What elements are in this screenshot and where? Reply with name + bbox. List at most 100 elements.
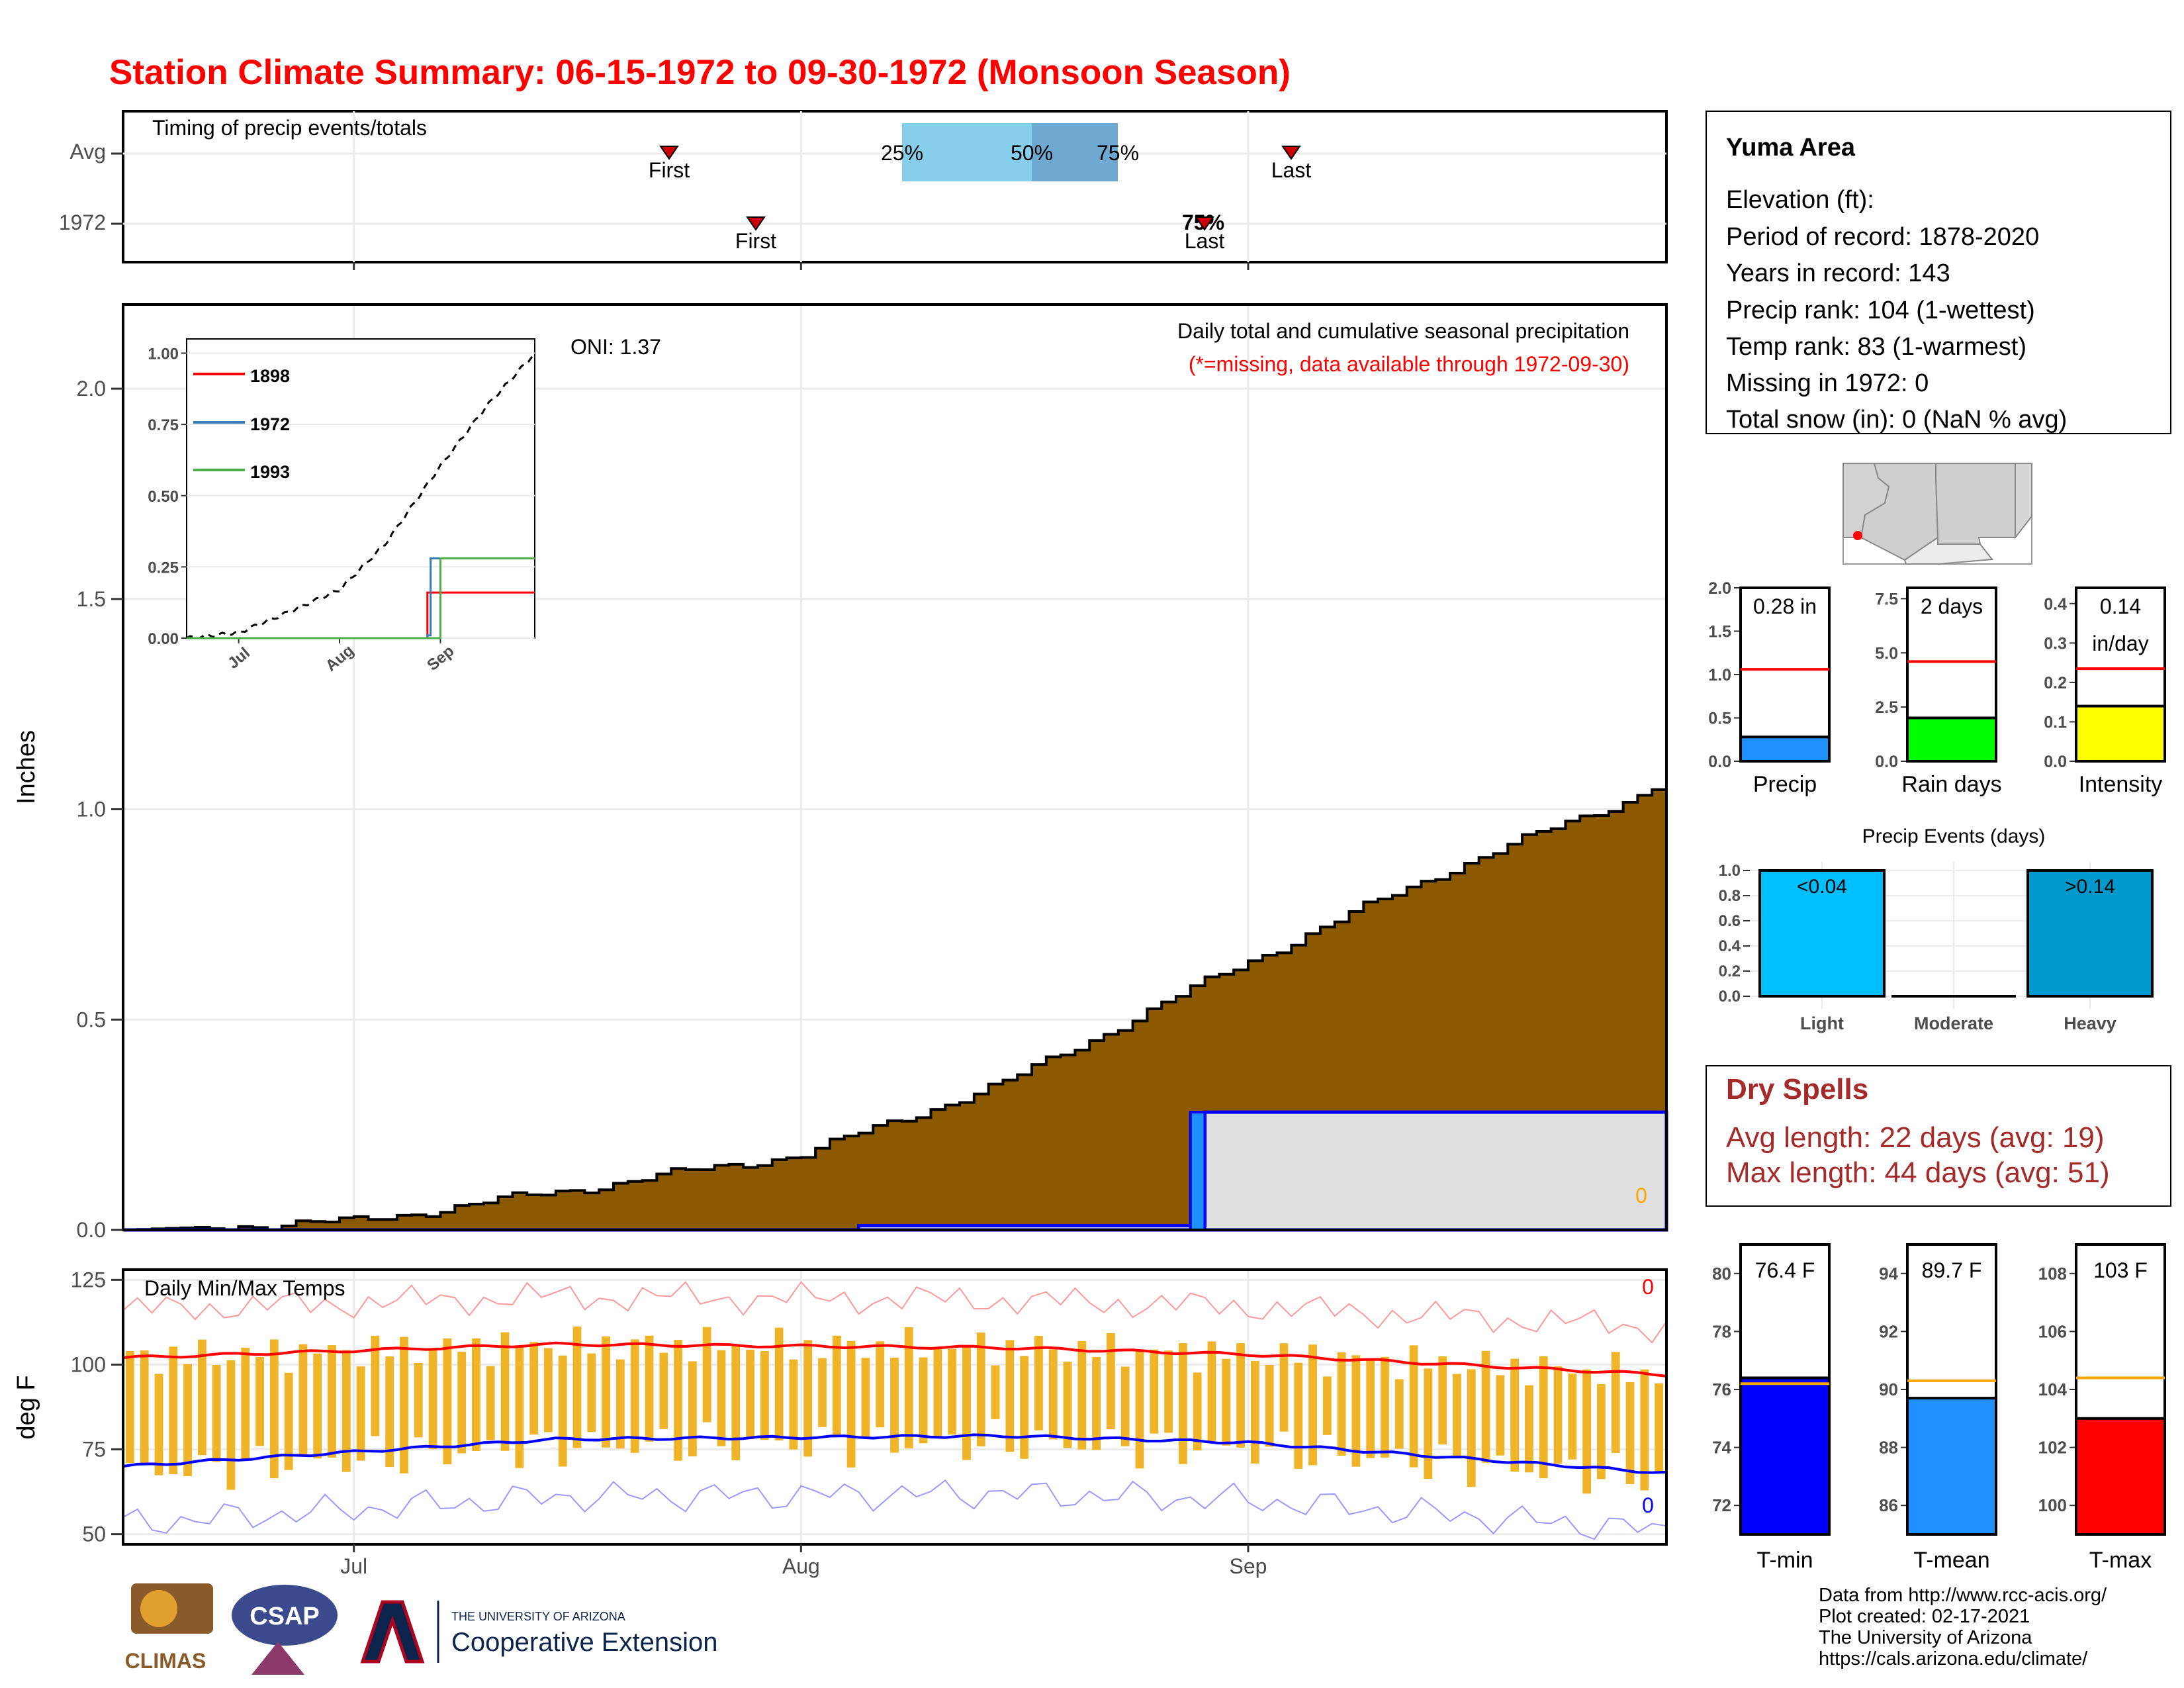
dry-spells-avg: Avg length: 22 days (avg: 19) [1726,1121,2105,1154]
station-line-elevation: Elevation (ft): [1726,186,1874,214]
temp-bar-0-value [1739,1376,1831,1536]
mini-bar-2-tick-label-2: 0.2 [2044,674,2067,692]
inset-avg-dashed-line [186,351,536,639]
max-missing-count: 0 [1642,1275,1654,1299]
logos: CLIMAS CSAP THE UNIVERSITY OF ARIZONA Co… [125,1583,717,1675]
temp-panel-frame [122,1268,1668,1546]
temp-label: Daily Min/Max Temps [144,1276,345,1300]
avg-last-label: Last [1271,158,1312,182]
inset-frame [186,338,535,639]
events-ytick-label-2: 0.4 [1719,937,1741,955]
daily-temp-range-bar [572,1326,582,1448]
daily-temp-range-bar [616,1359,625,1449]
daily-temp-range-bar [731,1346,741,1460]
ua-big-text: Cooperative Extension [451,1628,717,1657]
timing-row-1972: 1972 [59,211,106,234]
mini-bar-2-label: Intensity [2079,772,2163,797]
temp-bar-0-tick-label-0: 72 [1712,1495,1731,1515]
mini-bar-0-value-label: 0.28 in [1753,594,1817,618]
temp-ylabel: deg F [13,1375,40,1439]
xaxis-tick-label-0: Jul [340,1554,367,1578]
precip-ytick-label-0: 0.0 [77,1218,106,1242]
daily-temp-range-bar [169,1346,178,1475]
timing-panel-frame [122,110,1668,263]
temp-bar-0-tick-label-3: 78 [1712,1321,1731,1341]
climas-logo-text: CLIMAS [125,1649,206,1673]
station-location-dot [1853,531,1862,540]
footer-data-source: Data from http://www.rcc-acis.org/ [1819,1585,2107,1606]
ua-a-mark [360,1600,425,1664]
map-mexico [1903,536,1993,565]
daily-temp-range-bar [529,1342,539,1435]
temp-bar-0-label: T-min [1757,1548,1813,1573]
daily-temp-range-bar [1077,1340,1087,1450]
mini-bar-2-tick-label-1: 0.1 [2044,713,2067,731]
pct-75-label: 75% [1097,141,1139,165]
mini-bar-1-tick-label-2: 5.0 [1875,644,1898,663]
daily-temp-range-bar [991,1365,1000,1419]
daily-temp-range-bar [400,1336,408,1474]
avg-last-marker [1281,146,1301,160]
events-bar-label-0: <0.04 [1797,876,1847,898]
ua-logo: THE UNIVERSITY OF ARIZONA Cooperative Ex… [360,1600,717,1664]
inset-ytick-label-0: 0.00 [148,630,179,648]
precip-ylabel: Inches [13,730,40,804]
daily-temp-range-bar [919,1357,928,1444]
daily-temp-range-bar [1265,1364,1274,1447]
temp-bar-1-tick-label-2: 90 [1879,1380,1898,1399]
precip-events-chart: Precip Events (days) 0.0 0.2 0.4 0.6 0.8 1.0 <… [1719,825,2154,1033]
figure-title: Station Climate Summary: 06-15-1972 to 0… [109,53,1291,92]
temp-bar-1-label: T-mean [1913,1548,1989,1573]
temp-bar-chart-0: 72 74 76 78 80 76.4 F T-min [1712,1243,1831,1573]
events-ytick-label-3: 0.6 [1719,912,1741,930]
inset-legend-1993: 1993 [250,462,290,482]
daily-temp-range-bar [1510,1358,1520,1472]
temp-bar-2-tick-label-1: 102 [2038,1438,2067,1458]
daily-temp-range-bar [602,1336,611,1448]
xaxis-tick-label-1: Aug [782,1554,820,1578]
min-missing-count: 0 [1642,1493,1654,1517]
temp-summary-bars: 72 74 76 78 80 76.4 F T-min 86 88 90 92 94 89.7 F T-m… [1712,1243,2166,1573]
daily-temp-range-bar [688,1361,697,1457]
mini-bar-2-value-label: 0.14 [2100,594,2141,618]
daily-temp-range-bar [659,1352,668,1429]
daily-temp-range-bar [803,1340,813,1457]
daily-temp-range-bar [890,1358,899,1453]
precip-y-axis: 0.0 0.5 1.0 1.5 2.0 [77,377,123,1242]
daily-temp-range-bar [1034,1336,1043,1430]
yr-first-label: First [735,229,776,253]
map-new-mexico [1935,463,2016,545]
daily-temp-range-bar [1250,1360,1259,1464]
daily-temp-range-bar [313,1353,322,1459]
daily-temp-range-bar [1568,1374,1577,1460]
temp-bar-2-label: T-max [2089,1548,2152,1573]
daily-temp-range-bar [226,1360,236,1490]
dry-spells: Dry Spells Avg length: 22 days (avg: 19)… [1706,1065,2171,1207]
inset-ytick-label-3: 0.75 [148,416,179,434]
daily-temp-range-bar [1467,1369,1476,1487]
mini-bar-0-label: Precip [1753,772,1817,797]
daily-temp-range-bar [558,1355,567,1467]
daily-temp-range-bar [515,1346,524,1468]
missing-count: 0 [1635,1184,1647,1207]
daily-temp-range-bar [457,1351,467,1454]
station-line-missing: Missing in 1972: 0 [1726,369,1929,397]
mini-bar-2-value-label-2: in/day [2092,632,2148,655]
daily-temp-range-bar [1322,1376,1332,1435]
map-texas [2015,463,2032,539]
avg-max-line [122,1341,1667,1378]
date-x-axis: Jul Aug Sep [340,1544,1267,1578]
daily-temp-range-bar [1236,1343,1245,1448]
daily-temp-range-bar [1279,1343,1289,1432]
mini-bar-0-tick-label-3: 1.5 [1708,623,1731,641]
temp-bar-2-value-label: 103 F [2093,1258,2148,1282]
mini-bar-chart-2: 0.0 0.1 0.2 0.3 0.4 0.14 in/day Intensity [2044,586,2166,797]
daily-temp-range-bar [1539,1356,1548,1478]
daily-temp-range-bar [154,1374,163,1476]
daily-temp-range-bar [1394,1379,1404,1449]
dry-spells-title: Dry Spells [1726,1073,1868,1105]
temp-bar-1-tick-label-1: 88 [1879,1438,1898,1458]
daily-temp-range-bar [948,1348,957,1435]
temp-bar-2-tick-label-0: 100 [2038,1495,2067,1515]
